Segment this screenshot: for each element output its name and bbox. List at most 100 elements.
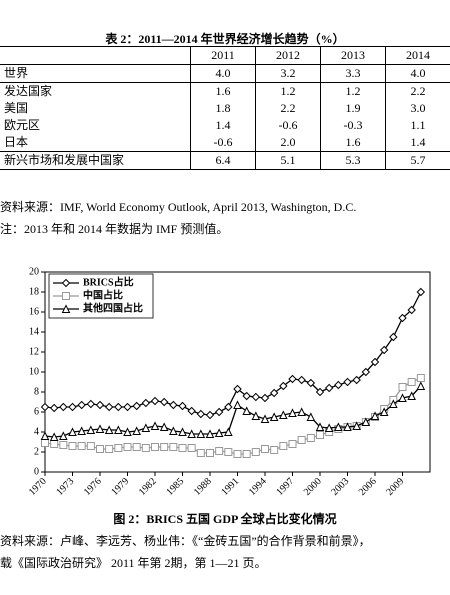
marker: [132, 401, 141, 411]
marker: [132, 443, 141, 451]
marker: [398, 313, 407, 323]
marker: [407, 378, 416, 386]
marker: [288, 440, 297, 448]
marker: [123, 443, 132, 451]
marker: [251, 448, 260, 456]
marker: [77, 426, 86, 435]
marker: [306, 378, 316, 388]
marker: [77, 400, 86, 410]
header-cell: 2012: [255, 47, 321, 65]
cell: -0.3: [320, 117, 386, 134]
marker: [159, 397, 169, 407]
marker: [95, 424, 105, 433]
marker: [178, 444, 187, 452]
marker: [187, 429, 196, 438]
marker: [50, 440, 59, 448]
marker: [205, 429, 215, 438]
x-tick-label: 1982: [137, 476, 159, 498]
cell: 2.2: [385, 82, 450, 100]
marker: [324, 423, 334, 432]
figure-caption: 图 2：BRICS 五国 GDP 全球占比变化情况: [113, 512, 337, 526]
series-line: [44, 377, 422, 455]
y-tick-label: 16: [29, 306, 39, 317]
y-tick-label: 18: [29, 286, 39, 297]
cell: 5.3: [320, 151, 386, 169]
marker: [361, 417, 371, 426]
marker: [324, 383, 334, 393]
marker: [169, 443, 178, 451]
marker: [297, 436, 306, 444]
cell: -0.6: [190, 134, 256, 152]
header-cell: 2013: [320, 47, 386, 65]
marker: [224, 427, 233, 436]
marker: [379, 407, 389, 416]
x-tick-label: 1994: [247, 476, 269, 498]
marker: [297, 375, 306, 385]
marker: [68, 402, 77, 412]
marker: [251, 411, 261, 420]
marker: [242, 406, 251, 415]
cell: 1.2: [320, 82, 386, 100]
marker: [132, 426, 141, 435]
cell: 3.0: [385, 100, 450, 117]
cell: 1.6: [190, 82, 256, 100]
marker: [288, 374, 297, 384]
y-tick-label: 20: [29, 266, 39, 277]
marker: [261, 445, 269, 453]
marker: [206, 449, 214, 457]
x-tick-label: 2000: [302, 476, 324, 498]
marker: [41, 439, 49, 447]
marker: [68, 442, 77, 450]
table-note: 注：2013 年和 2014 年数据为 IMF 预测值。: [0, 222, 229, 236]
marker: [269, 388, 279, 398]
marker: [114, 444, 123, 452]
marker: [288, 408, 297, 417]
marker: [370, 357, 380, 367]
cell: 1.2: [255, 82, 321, 100]
marker: [316, 431, 324, 439]
cell: 4.0: [385, 64, 450, 83]
x-tick-label: 2006: [357, 476, 379, 498]
marker: [187, 406, 196, 416]
y-tick-label: 4: [34, 426, 39, 437]
cell: 2.2: [255, 100, 321, 117]
cell: 5.7: [385, 151, 450, 169]
marker: [141, 423, 151, 432]
marker: [214, 407, 224, 417]
x-tick-label: 2003: [329, 476, 351, 498]
marker: [49, 403, 59, 413]
table-source: 资料来源：IMF, World Economy Outlook, April 2…: [0, 200, 357, 214]
header-cell: 2014: [385, 47, 450, 65]
legend-label: 中国占比: [83, 288, 123, 301]
row-label: 发达国家: [4, 84, 53, 98]
marker: [59, 402, 68, 412]
marker: [224, 448, 233, 456]
marker: [68, 427, 77, 436]
marker: [96, 445, 104, 453]
table: 2011 2012 2013 2014 世界 4.0 3.2 3.3 4.0 发达国家 1.6 1.2…: [0, 47, 450, 169]
marker: [233, 400, 242, 409]
marker: [398, 393, 407, 402]
cell: 2.0: [255, 134, 321, 152]
table-row: 发达国家 1.6 1.2 1.2 2.2: [0, 82, 450, 100]
marker: [123, 427, 132, 436]
y-tick-label: 12: [29, 346, 39, 357]
marker: [407, 305, 416, 315]
marker: [104, 425, 114, 434]
marker: [196, 409, 206, 419]
figure-source: 资料来源：卢峰、李远芳、杨业伟：《“金砖五国”的合作背景和前景》，: [0, 534, 371, 548]
cell: 1.1: [385, 117, 450, 134]
marker: [196, 429, 206, 438]
marker: [343, 422, 352, 431]
x-tick-label: 1976: [82, 476, 104, 498]
marker: [178, 401, 187, 411]
table-row: 欧元区 1.4 -0.6 -0.3 1.1: [0, 117, 450, 134]
row-label: 日本: [0, 134, 191, 152]
marker: [242, 391, 251, 401]
marker: [279, 410, 288, 419]
legend-label: BRICS占比: [83, 275, 134, 288]
y-tick-label: 10: [29, 366, 39, 377]
cell: 5.1: [255, 151, 321, 169]
marker: [270, 446, 279, 454]
